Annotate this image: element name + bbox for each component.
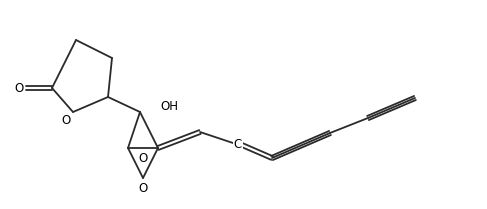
- Text: OH: OH: [160, 99, 178, 112]
- Text: C: C: [234, 139, 242, 152]
- Text: O: O: [61, 115, 71, 127]
- Text: O: O: [15, 82, 24, 94]
- Text: O: O: [138, 182, 148, 195]
- Text: O: O: [138, 153, 148, 166]
